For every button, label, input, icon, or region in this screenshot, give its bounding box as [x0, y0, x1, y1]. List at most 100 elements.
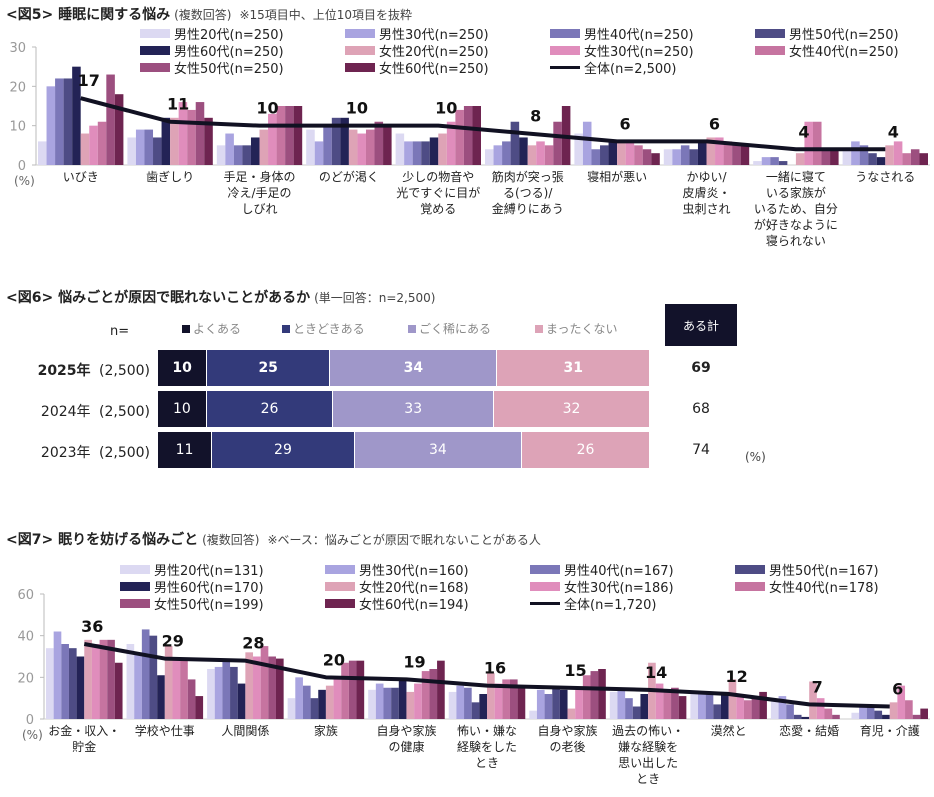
bar	[471, 702, 480, 719]
legend-label: よくある	[193, 322, 242, 336]
bar	[553, 121, 562, 165]
bar	[882, 714, 890, 719]
legend-label: 女性30代(n=186)	[564, 581, 674, 596]
total-data-label: 6	[709, 114, 720, 133]
bar	[204, 117, 213, 165]
total-data-label: 28	[242, 634, 264, 653]
bar	[348, 129, 358, 165]
bar	[617, 141, 626, 165]
fig6-legend-item: まったくない	[535, 320, 618, 337]
bar	[912, 714, 921, 719]
fig6-bar-segment: 10	[158, 391, 207, 427]
legend-label: 男性60代(n=170)	[154, 581, 264, 596]
x-tick-label: 寝相が悪い	[587, 169, 647, 184]
bar	[333, 679, 342, 719]
bar	[260, 646, 269, 719]
fig6-bar-segment: 33	[333, 391, 495, 427]
bar	[348, 660, 357, 719]
total-data-label: 11	[167, 95, 189, 114]
total-line	[80, 96, 886, 152]
legend-label: 男性50代(n=250)	[789, 28, 899, 43]
legend-item: 女性20代(n=250)	[345, 42, 550, 60]
bar	[910, 149, 920, 165]
fig6-n-label: n=	[110, 324, 130, 339]
bar	[187, 109, 196, 165]
bar	[778, 696, 787, 719]
bar	[242, 145, 251, 165]
bar	[222, 660, 231, 719]
bar	[259, 129, 269, 165]
bar	[225, 133, 234, 165]
bar	[398, 679, 407, 719]
bar	[253, 656, 261, 719]
legend-item: 男性50代(n=167)	[735, 561, 905, 579]
legend-label: ごく稀にある	[419, 322, 492, 336]
bar	[897, 685, 906, 719]
total-data-label: 12	[726, 667, 748, 686]
fig6-stacked-bar: 11 29 34 26	[158, 432, 650, 468]
bar	[519, 137, 528, 165]
bar	[902, 153, 911, 165]
legend-label: 女性50代(n=199)	[154, 598, 264, 613]
bar	[135, 129, 145, 165]
total-data-label: 17	[78, 71, 100, 90]
bar	[874, 710, 883, 719]
bar	[455, 109, 464, 165]
bar	[356, 660, 365, 719]
y-unit-label: (%)	[14, 174, 35, 188]
bar	[625, 698, 633, 719]
fig6-legend-item: ときどきある	[282, 320, 365, 337]
bar	[851, 141, 860, 165]
bar	[642, 149, 652, 165]
bar	[720, 691, 729, 719]
bar	[640, 694, 649, 719]
fig6-row-label: 2023年 (2,500)	[28, 442, 150, 462]
bar	[61, 644, 69, 719]
bar	[824, 708, 833, 719]
bar	[340, 117, 349, 165]
legend-swatch	[530, 582, 560, 591]
bar	[920, 708, 928, 719]
bar	[608, 141, 618, 165]
y-tick-label: 60	[17, 588, 34, 603]
legend-swatch	[735, 565, 765, 574]
bar	[728, 679, 737, 719]
x-tick-label: 過去の怖い・嫌な経験を思い出したとき	[612, 723, 684, 786]
legend-item: 男性20代(n=250)	[140, 25, 345, 43]
legend-label: 男性20代(n=131)	[154, 564, 264, 579]
bar	[187, 679, 196, 719]
bar	[164, 646, 173, 719]
bar	[230, 666, 238, 719]
bar	[89, 125, 98, 165]
bar	[357, 133, 366, 165]
bar	[567, 708, 576, 719]
bar	[126, 644, 135, 719]
bar	[732, 145, 741, 165]
bar	[816, 698, 825, 719]
x-tick-label: うなされる	[855, 170, 915, 184]
x-tick-label: 恋愛・結婚	[779, 723, 839, 738]
x-tick-label: お金・収入・貯金	[48, 723, 120, 754]
legend-item: 女性50代(n=250)	[140, 59, 345, 77]
bar	[250, 137, 260, 165]
bar	[842, 149, 852, 165]
fig7-legend: 男性20代(n=131) 男性30代(n=160) 男性40代(n=167) 男性50…	[120, 561, 905, 613]
legend-label: 全体(n=2,500)	[584, 62, 677, 77]
bar	[161, 117, 171, 165]
fig6-bar-segment: 25	[207, 350, 331, 386]
bar	[178, 102, 188, 165]
total-data-label: 4	[888, 122, 899, 141]
legend-swatch	[120, 565, 150, 574]
bar	[287, 698, 296, 719]
bar	[821, 149, 831, 165]
bar	[536, 689, 545, 719]
bar	[391, 687, 399, 719]
bar	[233, 145, 243, 165]
bar	[414, 683, 422, 719]
legend-swatch	[120, 599, 150, 608]
bar	[157, 675, 165, 719]
bar	[736, 696, 744, 719]
legend-item: 男性20代(n=131)	[120, 561, 325, 579]
fig6-row-total: 74	[692, 442, 710, 458]
bar	[625, 141, 635, 165]
